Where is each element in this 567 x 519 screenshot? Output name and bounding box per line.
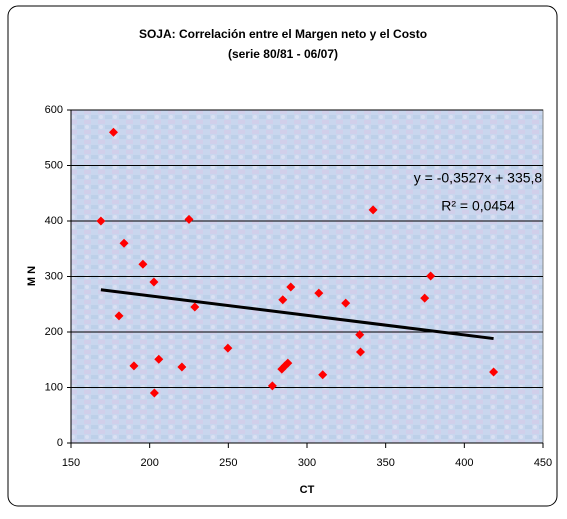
chart-title: SOJA: Correlación entre el Margen neto y… (139, 27, 427, 41)
trendline-r2: R² = 0,0454 (441, 198, 515, 214)
trendline (100, 288, 494, 341)
point (108, 127, 118, 137)
point (154, 354, 164, 364)
point (149, 388, 159, 398)
y-axis-title: M N (26, 266, 38, 286)
x-tick-label: 300 (298, 457, 316, 469)
x-tick-label: 250 (219, 457, 237, 469)
x-tick-label: 350 (376, 457, 394, 469)
point (341, 298, 351, 308)
x-tick-label: 450 (534, 457, 552, 469)
point (190, 302, 200, 312)
trendline-equation: y = -0,3527x + 335,8 (414, 170, 543, 186)
point (278, 295, 288, 305)
y-tick-label: 600 (45, 104, 63, 116)
x-tick-label: 150 (62, 457, 80, 469)
point (426, 271, 436, 281)
point (420, 293, 430, 303)
y-tick-label: 200 (45, 326, 63, 338)
point (129, 361, 139, 371)
point (355, 347, 365, 357)
point (267, 381, 277, 391)
point (149, 277, 159, 287)
point (96, 216, 106, 226)
point (184, 214, 194, 224)
point (368, 205, 378, 215)
x-axis-title: CT (300, 484, 315, 496)
chart-subtitle: (serie 80/81 - 06/07) (228, 47, 338, 61)
point (177, 362, 187, 372)
point (355, 330, 365, 340)
point (114, 311, 124, 321)
point (489, 367, 499, 377)
point (223, 343, 233, 353)
y-tick-label: 0 (57, 437, 63, 449)
point (283, 358, 293, 368)
y-tick-label: 500 (45, 159, 63, 171)
point (119, 238, 129, 248)
x-tick-label: 200 (140, 457, 158, 469)
y-tick-label: 400 (45, 215, 63, 227)
x-tick-label: 400 (455, 457, 473, 469)
point (138, 259, 148, 269)
y-tick-label: 100 (45, 381, 63, 393)
point (318, 370, 328, 380)
y-tick-label: 300 (45, 270, 63, 282)
point (314, 288, 324, 298)
point (286, 282, 296, 292)
